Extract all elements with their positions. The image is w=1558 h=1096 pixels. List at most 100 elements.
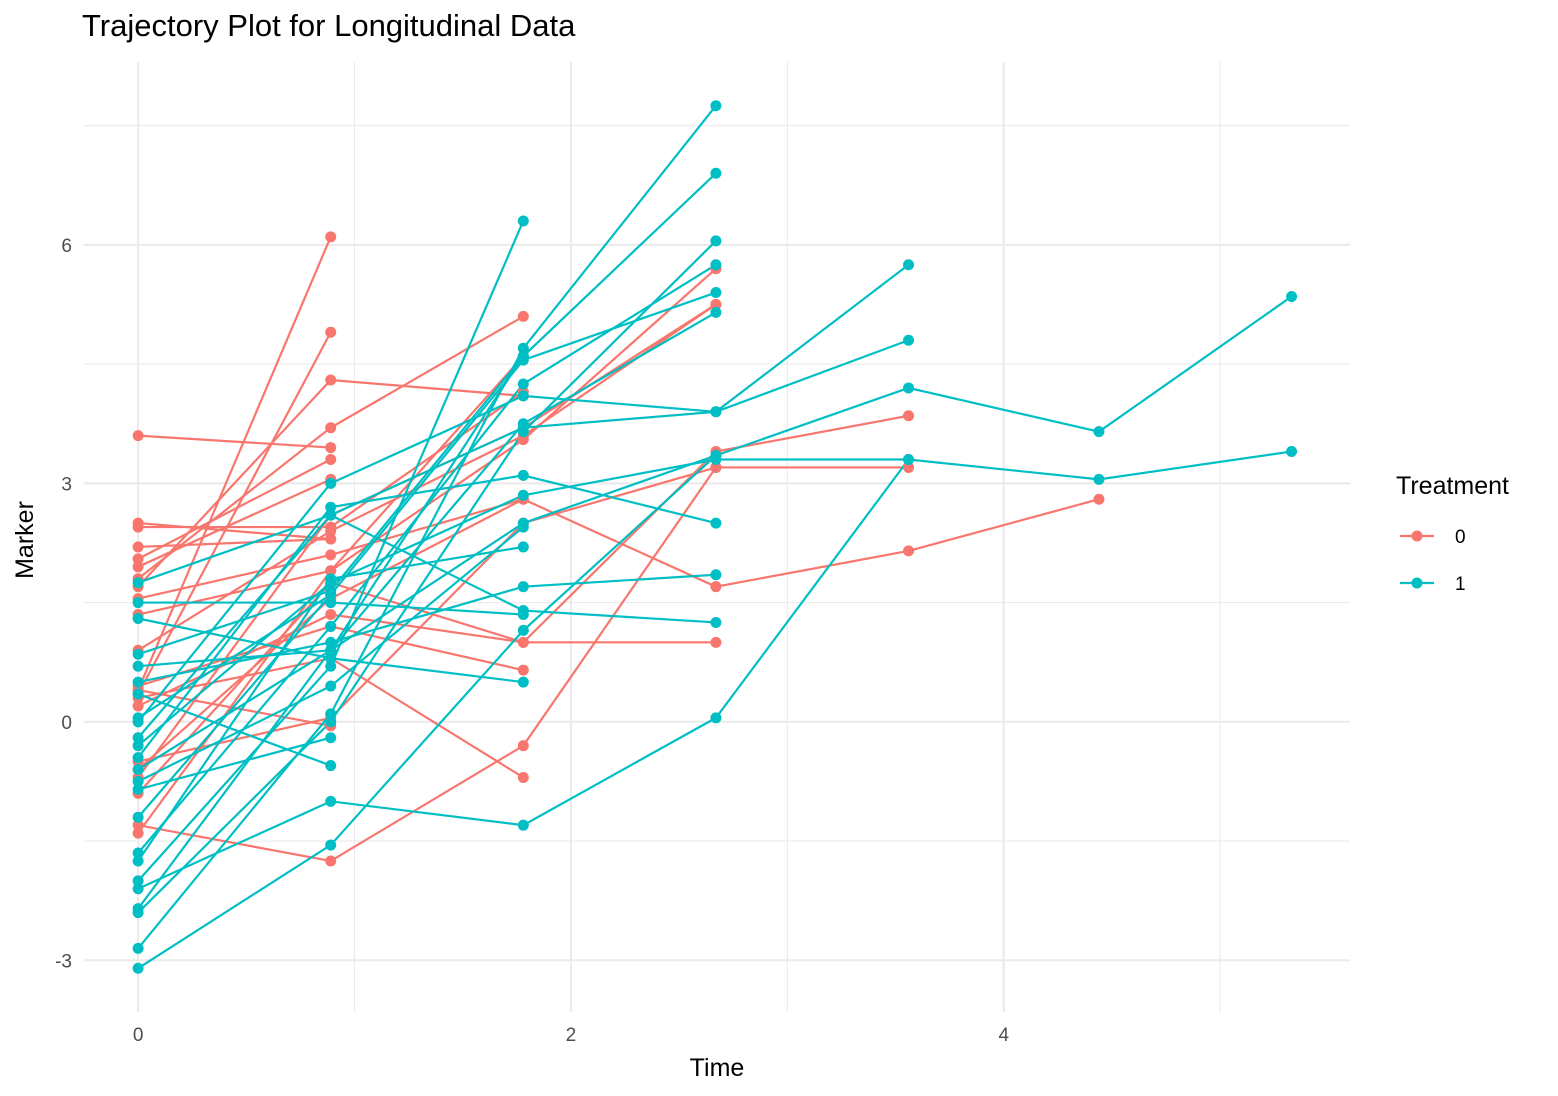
x-tick-label: 0 [133, 1025, 144, 1046]
data-point-treatment-1 [710, 406, 722, 418]
data-point-treatment-0 [325, 422, 337, 434]
data-point-treatment-1 [132, 648, 144, 660]
legend-label: 0 [1455, 527, 1466, 548]
data-point-treatment-1 [325, 660, 337, 672]
data-point-treatment-0 [325, 231, 337, 243]
data-point-treatment-1 [1286, 446, 1298, 458]
trajectory-line-treatment-1 [137, 450, 1292, 747]
data-point-treatment-0 [325, 525, 337, 537]
data-point-treatment-0 [132, 700, 144, 712]
data-point-treatment-1 [132, 688, 144, 700]
chart-title: Trajectory Plot for Longitudinal Data [82, 8, 576, 43]
data-point-treatment-0 [132, 561, 144, 573]
data-point-treatment-0 [517, 771, 529, 783]
trajectory-line-treatment-1 [137, 474, 717, 759]
data-point-treatment-1 [325, 708, 337, 720]
trajectory-line-treatment-1 [137, 240, 717, 914]
trajectory-line-treatment-1 [137, 736, 331, 791]
data-point-treatment-0 [132, 827, 144, 839]
data-point-treatment-1 [517, 378, 529, 390]
trajectory-line-treatment-0 [138, 521, 331, 541]
data-point-treatment-1 [132, 775, 144, 787]
data-point-treatment-1 [325, 839, 337, 851]
data-point-treatment-0 [325, 442, 337, 454]
data-point-treatment-1 [517, 819, 529, 831]
data-point-treatment-0 [517, 740, 529, 752]
trajectory-line-treatment-1 [137, 105, 717, 950]
data-point-treatment-1 [710, 287, 722, 299]
trajectory-line-treatment-0 [137, 688, 331, 727]
tick-labels: 0 2 4 -3 0 3 6 [55, 236, 1009, 1046]
legend-item-1: 1 [1400, 574, 1466, 595]
trajectory-line-treatment-1 [137, 573, 716, 684]
data-point-treatment-1 [1093, 473, 1105, 485]
data-point-treatment-1 [325, 597, 337, 609]
data-point-treatment-1 [132, 597, 144, 609]
data-point-treatment-1 [517, 390, 529, 402]
data-point-treatment-1 [132, 732, 144, 744]
data-point-treatment-0 [325, 326, 337, 338]
data-point-treatment-1 [710, 100, 722, 112]
data-point-treatment-0 [517, 636, 529, 648]
data-point-treatment-1 [325, 573, 337, 585]
y-tick-label: 0 [61, 713, 72, 734]
data-point-treatment-0 [132, 819, 144, 831]
data-point-treatment-1 [710, 712, 722, 724]
trajectory-line-treatment-0 [137, 303, 717, 652]
x-tick-label: 4 [998, 1025, 1009, 1046]
legend-key-point [1411, 530, 1423, 542]
data-point-treatment-1 [517, 581, 529, 593]
legend: Treatment 0 1 [1396, 472, 1509, 595]
trajectory-lines [137, 105, 1293, 970]
data-point-treatment-1 [132, 847, 144, 859]
data-point-treatment-0 [132, 541, 144, 553]
data-point-treatment-1 [132, 752, 144, 764]
data-point-treatment-1 [710, 616, 722, 628]
data-point-treatment-1 [517, 609, 529, 621]
data-point-treatment-1 [517, 489, 529, 501]
data-point-treatment-1 [710, 450, 722, 462]
data-point-treatment-1 [132, 660, 144, 672]
data-point-treatment-1 [325, 716, 337, 728]
data-point-treatment-0 [132, 521, 144, 533]
data-point-treatment-1 [1286, 291, 1298, 303]
data-point-treatment-0 [1093, 493, 1105, 505]
trajectory-line-treatment-0 [137, 331, 332, 695]
data-point-treatment-1 [710, 569, 722, 581]
trajectory-line-treatment-1 [137, 454, 717, 970]
legend-key-point [1411, 577, 1423, 589]
data-point-treatment-0 [325, 565, 337, 577]
data-point-treatment-0 [710, 298, 722, 310]
data-point-treatment-0 [325, 533, 337, 545]
data-point-treatment-0 [325, 855, 337, 867]
data-point-treatment-1 [517, 521, 529, 533]
data-point-treatment-1 [903, 382, 915, 394]
data-point-treatment-1 [132, 676, 144, 688]
data-point-treatment-1 [517, 624, 529, 636]
data-point-treatment-1 [132, 962, 144, 974]
trajectory-line-treatment-1 [137, 692, 332, 767]
y-tick-label: -3 [55, 951, 72, 972]
data-point-treatment-1 [517, 676, 529, 688]
data-point-treatment-1 [132, 855, 144, 867]
data-point-treatment-0 [903, 545, 915, 557]
y-tick-label: 6 [61, 236, 72, 257]
trajectory-line-treatment-0 [137, 466, 717, 863]
data-point-treatment-0 [132, 553, 144, 565]
data-point-treatment-1 [325, 589, 337, 601]
trajectory-line-treatment-1 [137, 263, 717, 854]
data-point-treatment-1 [325, 477, 337, 489]
data-point-treatment-1 [132, 875, 144, 887]
trajectory-line-treatment-1 [137, 172, 717, 910]
data-point-treatment-1 [132, 783, 144, 795]
data-point-treatment-1 [325, 509, 337, 521]
data-point-treatment-0 [325, 374, 337, 386]
trajectory-line-treatment-1 [138, 295, 1293, 668]
data-point-treatment-1 [517, 422, 529, 434]
data-point-treatment-1 [517, 342, 529, 354]
data-point-treatment-0 [903, 461, 915, 473]
data-point-treatment-1 [517, 350, 529, 362]
data-point-treatment-0 [710, 461, 722, 473]
data-point-treatment-1 [325, 644, 337, 656]
